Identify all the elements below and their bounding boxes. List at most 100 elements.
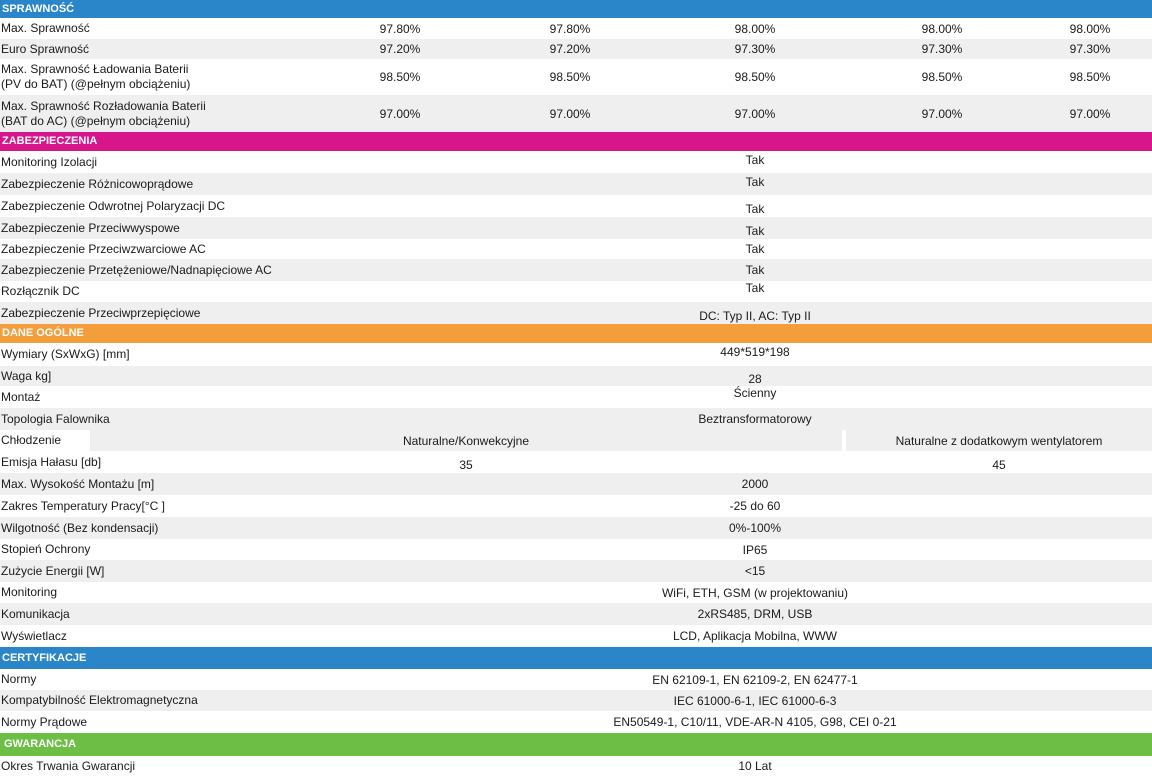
row-label: Zużycie Energii [W]: [1, 563, 105, 578]
table-row: Max. Wysokość Montażu [m] 2000: [0, 473, 1152, 495]
value-cell: EN50549-1, C10/11, VDE-AR-N 4105, G98, C…: [613, 715, 897, 729]
table-row: Max. Sprawność 97.80% 97.80% 98.00% 98.0…: [0, 18, 1152, 39]
value-cell: 97.00%: [1069, 106, 1111, 121]
table-row: Zabezpieczenie Przetężeniowe/Nadnapięcio…: [0, 259, 1152, 281]
row-label: Normy Prądowe: [1, 714, 88, 729]
row-label: Monitoring: [1, 585, 58, 599]
value-cell: 35: [459, 458, 473, 472]
value-cell: 97.00%: [921, 106, 963, 121]
value-cell: 97.20%: [549, 42, 591, 56]
table-row: Zużycie Energii [W] <15: [0, 560, 1152, 582]
table-row: Chłodzenie Naturalne/Konwekcyjne Natural…: [0, 430, 1152, 451]
value-cell: IEC 61000-6-1, IEC 61000-6-3: [673, 693, 837, 708]
value-cell: Tak: [745, 224, 765, 238]
value-cell: Ścienny: [733, 386, 777, 400]
value-cell: Tak: [745, 263, 765, 277]
value-cell: 97.00%: [549, 106, 591, 121]
row-label: Max. Sprawność: [1, 21, 90, 35]
table-row: Monitoring WiFi, ETH, GSM (w projektowan…: [0, 582, 1152, 603]
value-cell: Beztransformatorowy: [698, 412, 812, 426]
row-label: Stopień Ochrony: [1, 542, 91, 556]
value-cell: 98.00%: [1069, 21, 1111, 36]
row-label: Zabezpieczenie Różnicowoprądowe: [1, 176, 194, 191]
row-label: Komunikacja: [1, 606, 70, 621]
value-cell: 28: [748, 372, 762, 386]
value-cell: IP65: [742, 542, 768, 557]
row-label: Monitoring Izolacji: [1, 154, 98, 169]
row-label: Chłodzenie: [1, 433, 62, 447]
value-cell: 98.50%: [379, 70, 421, 84]
value-cell: 2xRS485, DRM, USB: [697, 607, 813, 621]
row-label: Zabezpieczenie Przetężeniowe/Nadnapięcio…: [1, 262, 272, 277]
row-label: Topologia Falownika: [1, 411, 110, 426]
value-cell: 98.50%: [921, 70, 963, 84]
table-row: Zabezpieczenie Przeciwwyspowe Tak: [0, 217, 1152, 239]
table-row: Komunikacja 2xRS485, DRM, USB: [0, 603, 1152, 625]
value-cell: 98.00%: [921, 21, 963, 36]
table-row: Normy EN 62109-1, EN 62109-2, EN 62477-1: [0, 669, 1152, 690]
value-cell: Naturalne/Konwekcyjne: [90, 430, 842, 451]
row-label: Wyświetlacz: [1, 628, 67, 643]
value-cell: EN 62109-1, EN 62109-2, EN 62477-1: [652, 672, 858, 687]
section-header-dane-ogolne: DANE OGÓLNE: [0, 324, 1152, 343]
table-row: Max. Sprawność Rozładowania Baterii (BAT…: [0, 95, 1152, 132]
table-row: Zabezpieczenie Przeciwprzepięciowe DC: T…: [0, 302, 1152, 324]
value-cell: 97.30%: [734, 42, 776, 56]
table-row: Normy Prądowe EN50549-1, C10/11, VDE-AR-…: [0, 711, 1152, 733]
value-cell: Naturalne z dodatkowym wentylatorem: [846, 430, 1152, 451]
table-row: Zabezpieczenie Przeciwzwarciowe AC Tak: [0, 239, 1152, 259]
value-cell: Tak: [745, 175, 765, 189]
row-label: Zabezpieczenie Odwrotnej Polaryzacji DC: [1, 198, 226, 213]
table-row: Zabezpieczenie Odwrotnej Polaryzacji DC …: [0, 195, 1152, 217]
value-cell: -25 do 60: [729, 499, 781, 513]
row-label: Montaż: [1, 389, 41, 404]
value-cell: 97.00%: [379, 106, 421, 121]
row-label: Zakres Temperatury Pracy[°C ]: [1, 498, 165, 513]
value-cell: 10 Lat: [738, 759, 772, 773]
row-label: Max. Sprawność Rozładowania Baterii (BAT…: [1, 95, 206, 132]
row-label: Waga kg]: [1, 368, 52, 383]
table-row: Waga kg] 28: [0, 366, 1152, 386]
table-row: Zabezpieczenie Różnicowoprądowe Tak: [0, 173, 1152, 195]
value-cell: 97.80%: [549, 21, 591, 36]
value-cell: 449*519*198: [720, 345, 790, 359]
row-label-line: (BAT do AC) (@pełnym obciążeniu): [1, 113, 191, 128]
row-label: Wilgotność (Bez kondensacji): [1, 520, 159, 535]
value-cell: 98.50%: [734, 70, 776, 84]
value-cell: WiFi, ETH, GSM (w projektowaniu): [661, 585, 849, 600]
table-row: Zakres Temperatury Pracy[°C ] -25 do 60: [0, 495, 1152, 517]
row-label: Normy: [1, 672, 37, 686]
table-row: Wyświetlacz LCD, Aplikacja Mobilna, WWW: [0, 625, 1152, 647]
row-label: Wymiary (SxWxG) [mm]: [1, 347, 130, 361]
row-label: Okres Trwania Gwarancji: [1, 758, 136, 773]
value-cell: 97.00%: [734, 106, 776, 121]
value-cell: 98.00%: [734, 21, 776, 36]
table-row: Topologia Falownika Beztransformatorowy: [0, 408, 1152, 430]
value-cell: Tak: [745, 281, 765, 295]
row-label-line: (PV do BAT) (@pełnym obciążeniu): [1, 77, 191, 91]
table-row: Rozłącznik DC Tak: [0, 281, 1152, 302]
section-header-zabezpieczenia: ZABEZPIECZENIA: [0, 132, 1152, 151]
row-label: Max. Sprawność Ładowania Baterii (PV do …: [1, 59, 190, 95]
value-cell: 45: [992, 458, 1006, 472]
row-label: Zabezpieczenie Przeciwzwarciowe AC: [1, 241, 206, 256]
value-cell: 97.20%: [379, 42, 421, 56]
value-cell: <15: [744, 564, 766, 578]
value-cell: 98.50%: [1069, 70, 1111, 84]
row-label: Rozłącznik DC: [1, 284, 80, 298]
value-cell: 97.30%: [1069, 42, 1111, 56]
row-label: Zabezpieczenie Przeciwwyspowe: [1, 220, 180, 235]
value-cell: 0%-100%: [728, 521, 782, 535]
table-row: Wilgotność (Bez kondensacji) 0%-100%: [0, 517, 1152, 539]
table-row: Okres Trwania Gwarancji 10 Lat: [0, 756, 1152, 776]
row-label: Emisja Hałasu [db]: [1, 454, 102, 469]
value-cell: DC: Typ II, AC: Typ II: [699, 309, 811, 323]
row-label-line: Max. Sprawność Ładowania Baterii: [1, 62, 189, 76]
table-row: Kompatybilność Elektromagnetyczna IEC 61…: [0, 690, 1152, 711]
table-row: Stopień Ochrony IP65: [0, 539, 1152, 560]
section-header-gwarancja: GWARANCJA: [0, 733, 1152, 756]
table-row: Max. Sprawność Ładowania Baterii (PV do …: [0, 59, 1152, 95]
row-label: Kompatybilność Elektromagnetyczna: [1, 693, 198, 707]
table-row: Monitoring Izolacji Tak: [0, 151, 1152, 173]
row-label: Max. Wysokość Montażu [m]: [1, 476, 155, 491]
